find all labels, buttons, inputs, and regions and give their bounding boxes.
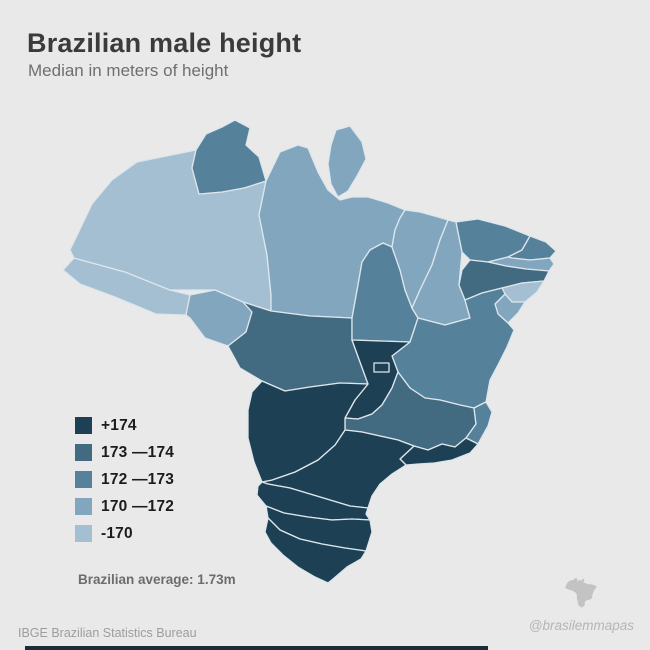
legend-swatch-icon xyxy=(75,444,92,461)
source-attribution: IBGE Brazilian Statistics Bureau xyxy=(18,626,197,640)
legend-item: -170 xyxy=(75,520,174,547)
brasilemmapas-logo-icon xyxy=(565,578,597,608)
page-title: Brazilian male height xyxy=(27,28,302,58)
state-rs xyxy=(264,517,367,584)
legend-item: +174 xyxy=(75,412,174,439)
legend-swatch-icon xyxy=(75,471,92,488)
legend-swatch-icon xyxy=(75,417,92,434)
credit-handle: @brasilemmapas xyxy=(528,618,634,633)
legend-item: 172 —173 xyxy=(75,466,174,493)
legend-label: 170 —172 xyxy=(101,497,175,515)
state-df xyxy=(373,362,390,373)
legend-swatch-icon xyxy=(75,525,92,542)
legend-label: 172 —173 xyxy=(101,470,175,488)
legend-label: 173 —174 xyxy=(101,443,175,461)
legend-swatch-icon xyxy=(75,498,92,515)
state-rr xyxy=(191,119,267,195)
legend-item: 173 —174 xyxy=(75,439,174,466)
legend-label: -170 xyxy=(101,524,133,542)
average-annotation: Brazilian average: 1.73m xyxy=(78,572,236,587)
legend-label: +174 xyxy=(101,416,137,434)
legend: +174 173 —174 172 —173 170 —172 -170 xyxy=(75,412,174,547)
state-ap xyxy=(327,125,367,198)
state-ms xyxy=(247,380,369,483)
state-es xyxy=(465,401,493,445)
bottom-crop-bar xyxy=(25,646,488,650)
legend-item: 170 —172 xyxy=(75,493,174,520)
page-subtitle: Median in meters of height xyxy=(28,61,229,80)
